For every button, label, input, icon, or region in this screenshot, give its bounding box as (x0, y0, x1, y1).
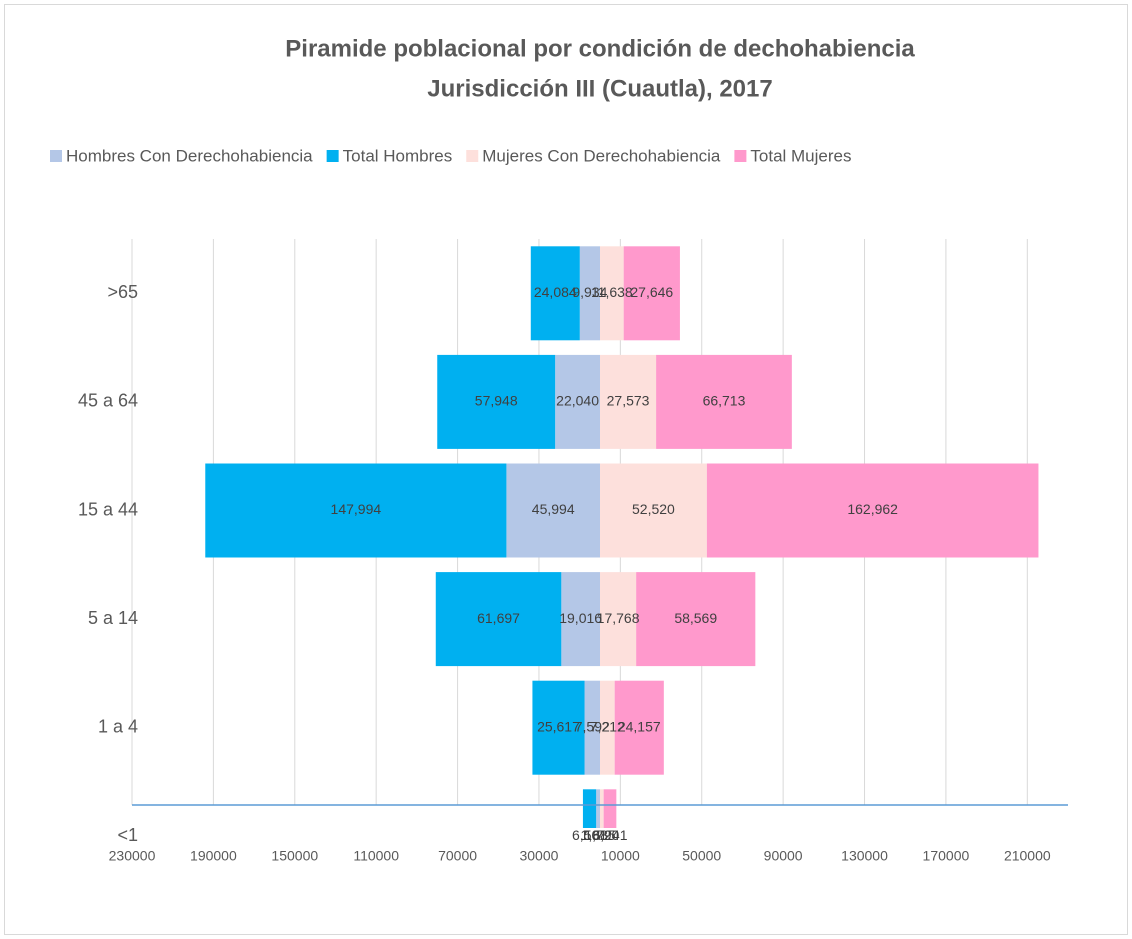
x-tick-label: 70000 (438, 848, 477, 864)
bar (614, 680, 664, 775)
bar (603, 789, 617, 828)
y-tick-label: 15 a 44 (78, 499, 138, 519)
data-label: 17,768 (597, 610, 640, 626)
data-label: 61,697 (477, 610, 520, 626)
x-tick-label: 130000 (841, 848, 888, 864)
data-label: 147,994 (331, 501, 382, 517)
data-label: 22,040 (556, 393, 599, 409)
data-label: 58,569 (674, 610, 717, 626)
y-tick-label: 1 a 4 (98, 716, 138, 736)
x-tick-label: 10000 (601, 848, 640, 864)
bar (636, 572, 756, 667)
bar (600, 680, 615, 775)
data-label: 162,962 (847, 501, 898, 517)
legend-swatch (50, 150, 62, 162)
x-tick-label: 30000 (519, 848, 558, 864)
data-label: 1,790 (584, 827, 619, 843)
bar (555, 354, 600, 449)
x-tick-label: 230000 (109, 848, 156, 864)
x-tick-label: 210000 (1004, 848, 1051, 864)
data-label: 1,885 (581, 827, 616, 843)
bar (205, 463, 507, 558)
data-label: 19,016 (559, 610, 602, 626)
data-label: 66,713 (703, 393, 746, 409)
bar (596, 789, 600, 828)
legend-label: Total Mujeres (750, 146, 851, 165)
x-tick-label: 190000 (190, 848, 237, 864)
bar (530, 246, 580, 341)
data-label: 57,948 (475, 393, 518, 409)
bar (600, 246, 624, 341)
bar (623, 246, 680, 341)
bar (584, 680, 600, 775)
legend-label: Hombres Con Derechohabiencia (66, 146, 313, 165)
data-label: 7,592 (575, 718, 610, 734)
data-label: 45,994 (532, 501, 575, 517)
data-label: 52,520 (632, 501, 675, 517)
data-label: 7,212 (590, 718, 625, 734)
data-label: 11,638 (591, 284, 633, 300)
data-label: 24,157 (618, 718, 661, 734)
bar (506, 463, 600, 558)
data-label: 27,646 (630, 284, 673, 300)
chart-title: Piramide poblacional por condición de de… (285, 35, 915, 62)
x-tick-label: 150000 (271, 848, 318, 864)
bar (532, 680, 585, 775)
bar (579, 246, 600, 341)
bar (656, 354, 792, 449)
y-tick-label: 45 a 64 (78, 391, 138, 411)
y-tick-label: 5 a 14 (88, 608, 138, 628)
data-label: 25,617 (537, 718, 580, 734)
data-label: 9,934 (572, 284, 607, 300)
legend-swatch (734, 150, 747, 162)
legend-swatch (326, 150, 339, 162)
x-tick-label: 50000 (682, 848, 721, 864)
bar (561, 572, 600, 667)
bar (600, 789, 604, 828)
legend-label: Mujeres Con Derechohabiencia (482, 146, 721, 165)
bar (600, 572, 637, 667)
x-tick-label: 90000 (764, 848, 803, 864)
bar (435, 572, 562, 667)
bar (706, 463, 1039, 558)
chart-subtitle: Jurisdicción III (Cuautla), 2017 (427, 75, 772, 102)
bar (437, 354, 556, 449)
data-label: 6,241 (592, 827, 627, 843)
bar (582, 789, 597, 828)
bar (600, 354, 657, 449)
bar (600, 463, 707, 558)
y-tick-label: >65 (107, 282, 138, 302)
x-tick-label: 110000 (353, 848, 399, 864)
y-tick-label: <1 (117, 825, 138, 845)
data-label: 24,084 (534, 284, 577, 300)
legend-label: Total Hombres (343, 146, 453, 165)
x-tick-label: 170000 (923, 848, 970, 864)
legend-swatch (466, 150, 479, 162)
data-label: 27,573 (607, 393, 650, 409)
data-label: 6,501 (572, 827, 607, 843)
